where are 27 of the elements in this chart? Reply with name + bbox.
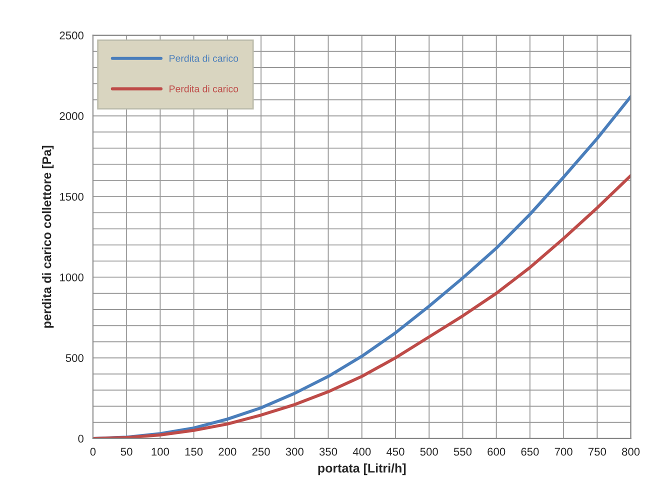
x-tick-label: 750 <box>588 448 606 456</box>
y-tick-label: 2500 <box>60 32 84 40</box>
x-tick-label: 100 <box>152 448 170 456</box>
x-tick-label: 50 <box>120 448 132 456</box>
x-tick-label: 500 <box>420 448 438 456</box>
x-tick-label: 650 <box>521 448 539 456</box>
x-tick-label: 150 <box>185 448 203 456</box>
x-tick-label: 400 <box>352 448 371 456</box>
y-tick-label: 0 <box>78 434 84 443</box>
y-tick-label: 2000 <box>60 112 84 120</box>
x-tick-label: 550 <box>454 448 472 456</box>
y-tick-label: 500 <box>66 354 84 362</box>
x-tick-label: 350 <box>319 448 338 456</box>
x-tick-label: 450 <box>386 448 404 456</box>
text: Perdita di carico <box>170 54 238 62</box>
x-tick-label: 0 <box>90 448 96 456</box>
y-tick-label: 1500 <box>60 192 84 201</box>
x-tick-label: 700 <box>554 448 572 456</box>
x-axis-title: portata [Litri/h] <box>318 463 406 476</box>
y-tick-label: 1000 <box>60 273 84 282</box>
x-tick-label: 300 <box>286 448 304 456</box>
x-tick-label: 200 <box>218 448 236 456</box>
y-axis-title: perdita di carico collettore [Pa] <box>42 146 54 328</box>
x-tick-label: 600 <box>488 448 506 456</box>
x-tick-label: 800 <box>622 448 640 456</box>
text: Perdita di carico <box>170 85 238 92</box>
x-tick-label: 250 <box>252 448 270 456</box>
